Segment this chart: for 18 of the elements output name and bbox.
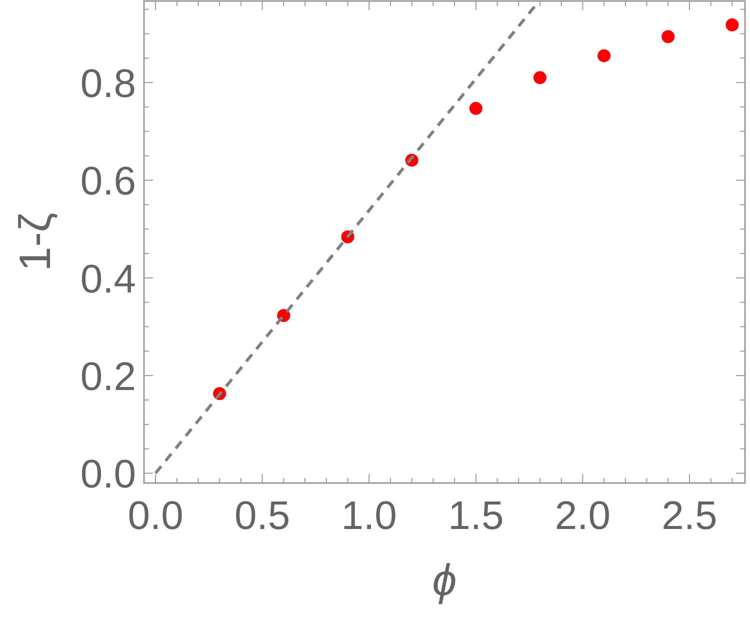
x-tick-label: 2.5 (662, 494, 718, 538)
x-axis-title: ϕ (432, 556, 457, 605)
y-tick-label: 0.8 (80, 62, 136, 106)
y-axis-title: 1-ζ (11, 212, 60, 272)
x-tick-label: 1.5 (448, 494, 504, 538)
x-tick-label: 0.0 (128, 494, 184, 538)
y-tick-label: 0.2 (80, 354, 136, 399)
x-tick-label: 2.0 (554, 494, 610, 538)
y-tick-label: 0.0 (80, 452, 136, 497)
point (598, 49, 611, 62)
point (726, 18, 739, 32)
point (533, 71, 546, 84)
y-tick-label: 0.4 (80, 257, 136, 302)
y-tick-label: 0.6 (80, 160, 136, 204)
x-tick-label: 0.5 (234, 494, 290, 538)
point (469, 102, 482, 115)
x-tick-label: 1.0 (341, 494, 397, 538)
point (662, 30, 675, 44)
